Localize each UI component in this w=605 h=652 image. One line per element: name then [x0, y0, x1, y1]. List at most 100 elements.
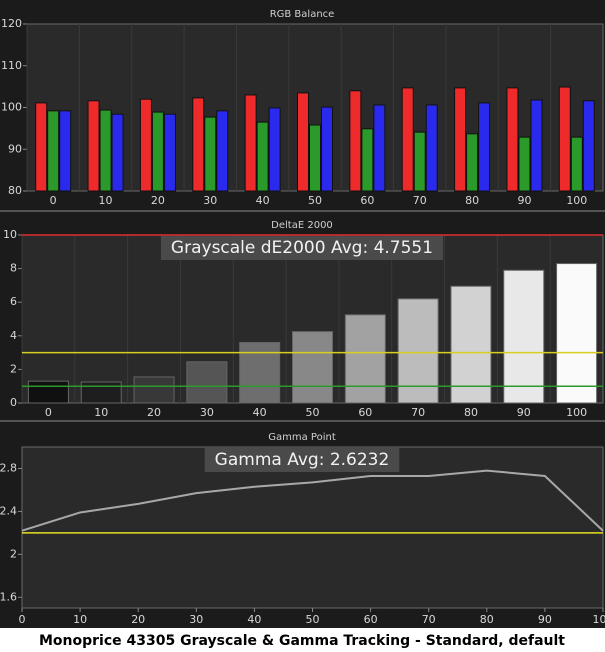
x-tick-label: 50 — [306, 613, 320, 626]
y-tick-label: 110 — [1, 59, 22, 72]
annotation-box — [160, 236, 444, 260]
plot-area — [21, 446, 604, 609]
bar — [397, 298, 439, 404]
bar — [204, 116, 217, 192]
x-tick-label: 60 — [364, 613, 378, 626]
bar — [361, 128, 374, 192]
bar — [80, 381, 122, 404]
x-tick-label: 10 — [99, 194, 113, 207]
y-tick-label: 10 — [3, 228, 17, 241]
annotation: Gamma Avg: 2.6232 — [215, 450, 390, 470]
x-tick-label: 50 — [306, 406, 320, 419]
x-tick-label: 60 — [358, 406, 372, 419]
bar — [321, 106, 333, 192]
y-tick-label: 6 — [10, 295, 17, 308]
bar — [99, 109, 112, 192]
gamma-line — [21, 469, 604, 532]
bar — [401, 87, 414, 192]
x-tick-label: 100 — [566, 406, 587, 419]
x-tick-label: 0 — [50, 194, 57, 207]
x-tick-label: 30 — [200, 406, 214, 419]
bar — [47, 110, 60, 192]
x-tick-label: 80 — [465, 194, 479, 207]
y-tick-label: 2.8 — [0, 461, 17, 474]
x-tick-label: 50 — [308, 194, 322, 207]
x-tick-label: 60 — [360, 194, 374, 207]
x-tick-label: 70 — [411, 406, 425, 419]
y-tick-label: 2 — [10, 547, 17, 560]
x-tick-label: 30 — [189, 613, 203, 626]
bar — [239, 342, 281, 404]
x-tick-label: 20 — [151, 194, 165, 207]
y-tick-label: 100 — [1, 101, 22, 114]
x-tick-label: 90 — [517, 406, 531, 419]
bar — [478, 102, 491, 192]
x-tick-label: 10 — [73, 613, 87, 626]
bar — [186, 361, 228, 404]
annotation-box — [204, 448, 400, 472]
bar — [466, 133, 479, 192]
x-tick-label: 90 — [517, 194, 531, 207]
x-tick-label: 0 — [19, 613, 26, 626]
bar — [309, 124, 321, 192]
bar — [413, 131, 426, 192]
bar — [506, 87, 519, 192]
x-tick-label: 0 — [45, 406, 52, 419]
bar — [556, 263, 598, 404]
bar — [139, 98, 152, 192]
x-tick-label: 40 — [256, 194, 270, 207]
y-tick-label: 120 — [1, 17, 22, 30]
x-tick-label: 100 — [566, 194, 587, 207]
bar — [192, 97, 205, 192]
x-tick-label: 70 — [413, 194, 427, 207]
bar — [35, 102, 48, 192]
bar — [425, 104, 438, 192]
bar — [518, 136, 531, 192]
x-tick-label: 70 — [422, 613, 436, 626]
y-tick-label: 0 — [10, 396, 17, 409]
bar — [256, 121, 269, 192]
bar — [244, 94, 257, 192]
bar — [111, 113, 124, 192]
panel-title: DeltaE 2000 — [271, 220, 333, 231]
bar — [216, 110, 229, 192]
bar — [344, 314, 386, 404]
caption: Monoprice 43305 Grayscale & Gamma Tracki… — [39, 633, 565, 649]
x-tick-label: 100 — [593, 613, 605, 626]
caption-band — [0, 628, 605, 652]
bar — [530, 99, 543, 192]
bar — [27, 380, 69, 404]
bar — [349, 90, 362, 192]
bar — [373, 104, 386, 192]
y-tick-label: 2 — [10, 362, 17, 375]
y-tick-label: 8 — [10, 262, 17, 275]
bar — [87, 100, 100, 192]
bar — [558, 86, 571, 192]
panel-title: Gamma Point — [268, 432, 336, 443]
bar — [503, 269, 545, 404]
bar — [570, 136, 583, 192]
y-tick-label: 2.4 — [0, 504, 17, 517]
bar — [582, 100, 595, 192]
x-tick-label: 90 — [538, 613, 552, 626]
x-tick-label: 30 — [203, 194, 217, 207]
y-tick-label: 80 — [8, 184, 22, 197]
bar — [163, 113, 176, 192]
x-tick-label: 80 — [480, 613, 494, 626]
bar — [268, 107, 281, 192]
x-tick-label: 40 — [247, 613, 261, 626]
bar — [151, 111, 164, 192]
bar — [450, 285, 492, 404]
bar — [292, 331, 333, 404]
x-tick-label: 80 — [464, 406, 478, 419]
x-tick-label: 10 — [94, 406, 108, 419]
annotation: Grayscale dE2000 Avg: 4.7551 — [171, 238, 433, 258]
y-tick-label: 90 — [8, 142, 22, 155]
x-tick-label: 20 — [131, 613, 145, 626]
panel-title: RGB Balance — [270, 9, 335, 20]
bar — [59, 110, 72, 192]
bar — [133, 376, 175, 404]
bar — [297, 92, 309, 192]
y-tick-label: 4 — [10, 329, 17, 342]
